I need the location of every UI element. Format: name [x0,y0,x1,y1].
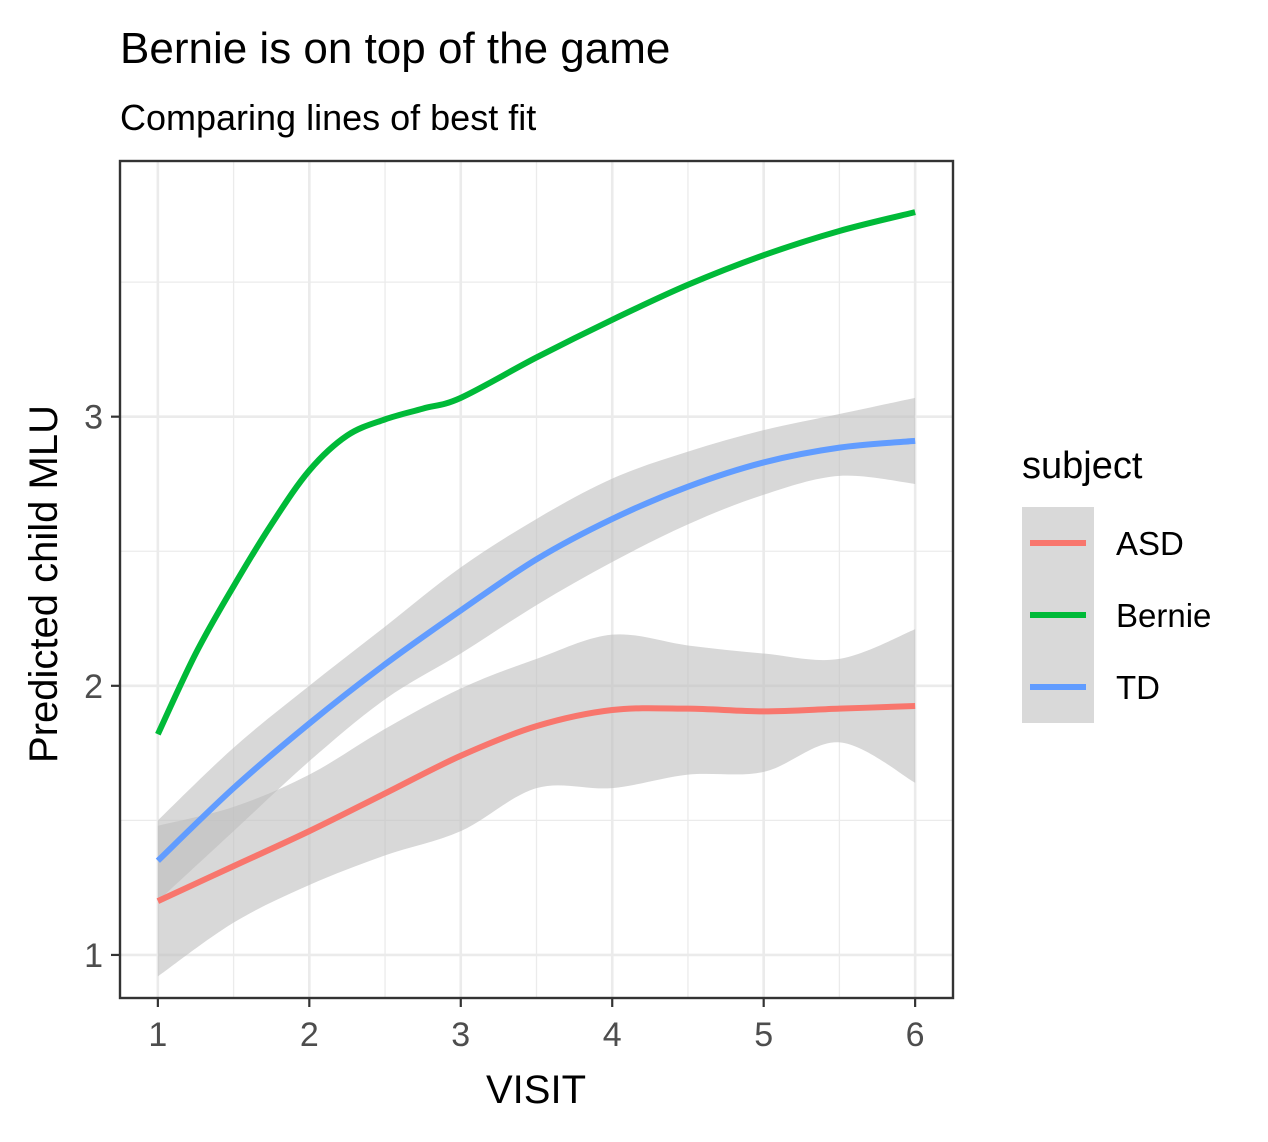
y-tick-label: 2 [84,668,103,706]
chart-subtitle: Comparing lines of best fit [120,97,536,138]
x-tick-label: 3 [451,1016,470,1054]
series-line-asd [156,702,916,904]
series-lines [155,209,916,904]
legend-title: subject [1022,445,1143,487]
ribbon-asd [157,629,916,977]
x-tick-label: 4 [603,1016,622,1054]
x-tick-label: 5 [754,1016,773,1054]
axes: 1 2 3 4 5 6 1 2 3 [84,159,955,1054]
x-axis-title: VISIT [486,1068,586,1112]
series-line-td [155,437,916,863]
legend-entries: ASD Bernie TD [1022,507,1211,723]
x-tick-label: 2 [300,1016,319,1054]
legend-item-td: TD [1022,651,1160,723]
x-tick-label: 1 [148,1016,167,1054]
panel-border [118,159,955,1000]
legend-item-bernie: Bernie [1022,579,1211,651]
legend-label: TD [1116,669,1160,706]
y-tick-label: 1 [84,937,103,975]
legend-label: ASD [1116,525,1184,562]
y-tick-label: 3 [84,399,103,437]
series-line-bernie [155,209,916,736]
chart-title: Bernie is on top of the game [120,24,670,73]
legend-label: Bernie [1116,597,1211,634]
legend-item-asd: ASD [1022,507,1184,579]
x-tick-label: 6 [906,1016,925,1054]
y-axis-title: Predicted child MLU [22,405,66,763]
legend: subject ASD Bernie TD [1022,445,1211,723]
